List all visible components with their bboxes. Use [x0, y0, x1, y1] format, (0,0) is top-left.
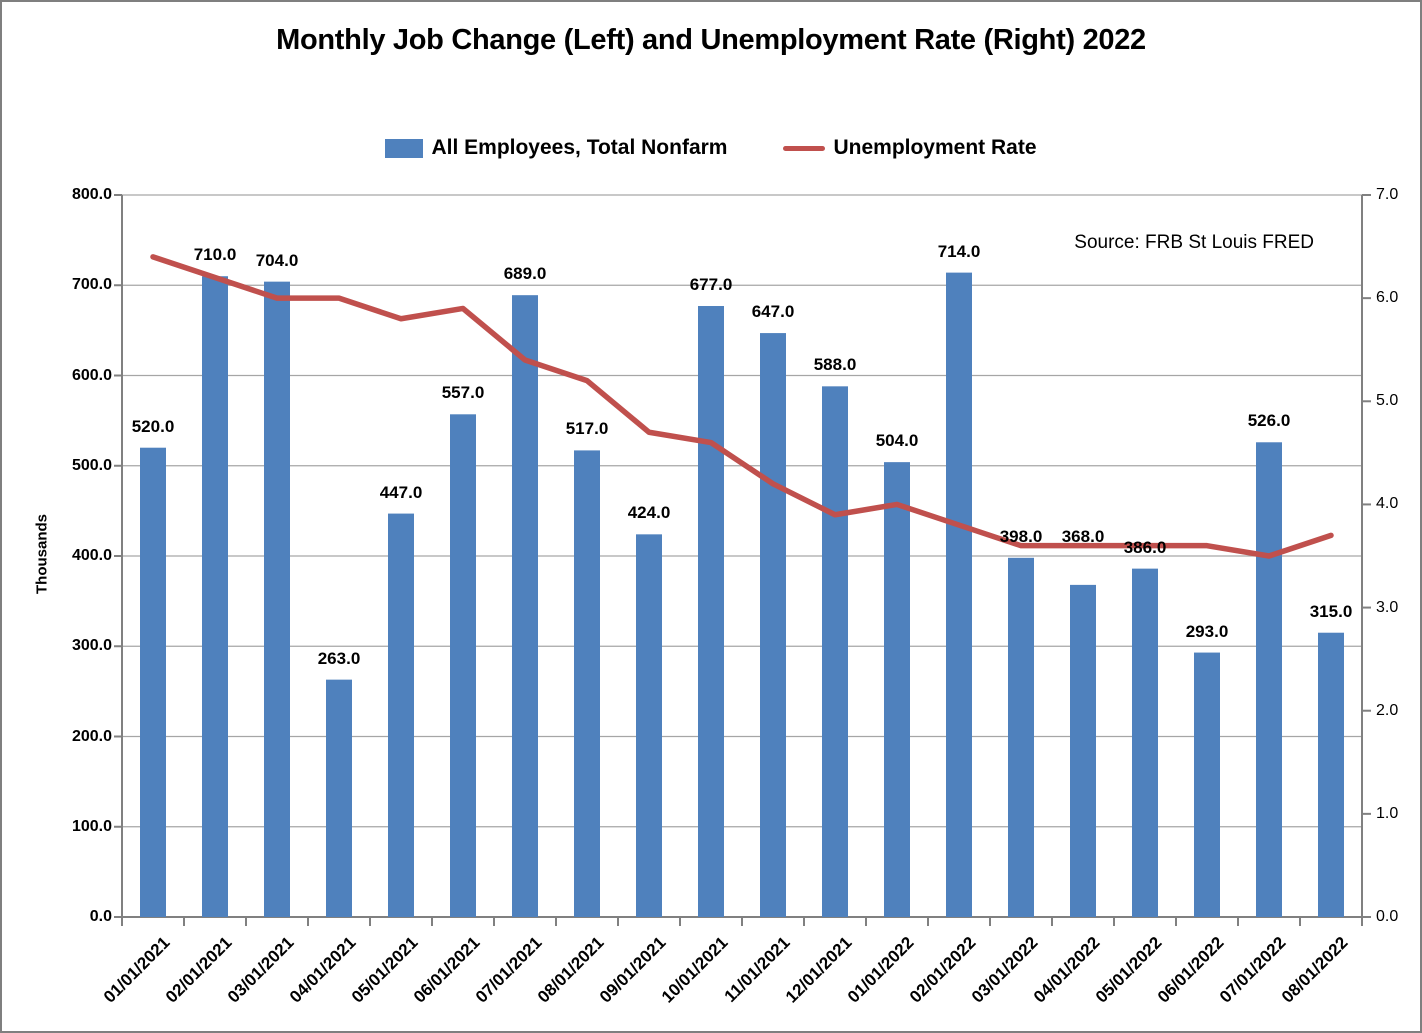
bar — [1318, 632, 1344, 917]
bar — [946, 272, 972, 917]
bar — [388, 513, 414, 917]
legend-item-bars: All Employees, Total Nonfarm — [385, 136, 727, 160]
bar — [1008, 557, 1034, 917]
bar — [140, 447, 166, 917]
bar — [450, 414, 476, 917]
bar — [822, 386, 848, 918]
legend-label-line: Unemployment Rate — [833, 136, 1037, 159]
legend-label-bars: All Employees, Total Nonfarm — [431, 136, 728, 159]
bar — [512, 295, 538, 917]
legend-item-line: Unemployment Rate — [783, 136, 1037, 160]
bar — [1132, 568, 1158, 917]
bar-series-swatch — [385, 138, 424, 158]
bar — [1070, 584, 1096, 917]
bar — [1256, 442, 1282, 917]
bar — [884, 462, 910, 917]
source-note: Source: FRB St Louis FRED — [1074, 232, 1314, 253]
bar — [636, 534, 662, 917]
legend: All Employees, Total Nonfarm Unemploymen… — [2, 136, 1420, 160]
bar — [264, 281, 290, 917]
bar — [698, 306, 724, 917]
line-series-swatch — [783, 145, 826, 151]
unemployment-rate-line — [150, 254, 1334, 559]
bar — [202, 276, 228, 918]
chart-title: Monthly Job Change (Left) and Unemployme… — [276, 24, 1146, 56]
bar — [326, 679, 352, 917]
bar — [1194, 652, 1220, 917]
bar — [760, 333, 786, 917]
bar — [574, 450, 600, 917]
